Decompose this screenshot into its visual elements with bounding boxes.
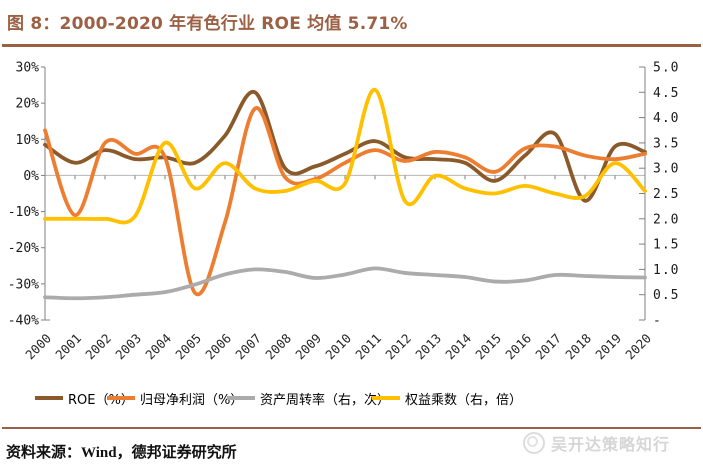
series-line-net_profit	[43, 106, 647, 297]
year-label: 2011	[352, 331, 384, 363]
right-axis-tick-label: 3.0	[653, 162, 679, 177]
year-label: 2001	[52, 331, 84, 363]
year-label: 2015	[472, 331, 504, 363]
legend-item-net-profit: 归母净利润（%）	[107, 390, 244, 408]
year-label: 2017	[532, 331, 564, 363]
right-axis-tick-label: 4.5	[653, 86, 679, 101]
right-axis-tick-label: 5.0	[653, 61, 679, 76]
chart-title: 图 8：2000-2020 年有色行业 ROE 均值 5.71%	[7, 14, 408, 34]
series-line-asset_turnover	[43, 266, 647, 301]
year-label: 2012	[382, 331, 414, 363]
right-axis-tick-label: 1.5	[653, 238, 679, 253]
year-label: 2009	[292, 331, 324, 363]
year-label: 2000	[22, 331, 54, 363]
right-axis-tick-label: 1.0	[653, 263, 679, 278]
year-label: 2002	[82, 331, 114, 363]
watermark-text: 吴开达策略知行	[551, 435, 671, 454]
right-axis-tick-label: 2.5	[653, 187, 679, 202]
right-axis-tick-label: 2.0	[653, 212, 679, 227]
right-axis-tick-label: 3.5	[653, 136, 679, 151]
left-axis-tick-label: 0%	[23, 169, 39, 184]
legend-label-net-profit: 归母净利润（%）	[140, 392, 244, 408]
series-line-equity_multiplier	[43, 87, 647, 225]
year-label: 2005	[172, 331, 204, 363]
series-line-roe	[43, 90, 647, 203]
footer-divider	[2, 427, 701, 429]
right-axis: 5.0 4.5 4.0 3.5 3.0 2.5 2.0 1.5 1.0 0.5 -	[639, 61, 679, 329]
left-axis-tick-label: -20%	[8, 241, 39, 256]
legend-swatch-asset-turnover	[227, 396, 255, 400]
year-label: 2019	[592, 331, 624, 363]
year-label: 2014	[442, 331, 474, 363]
source-note: 资料来源：Wind，德邦证券研究所	[6, 445, 237, 461]
left-axis-tick-label: 20%	[16, 97, 40, 112]
title-divider	[2, 44, 701, 47]
legend-item-asset-turnover: 资产周转率（右，次）	[227, 390, 391, 408]
year-label: 2007	[232, 331, 264, 363]
legend-swatch-roe	[35, 396, 63, 400]
left-axis-tick-label: -10%	[8, 205, 39, 220]
year-label: 2020	[622, 331, 654, 363]
legend-item-equity-multiplier: 权益乘数（右，倍）	[372, 390, 523, 408]
left-axis-tick-label: -40%	[8, 314, 39, 329]
year-label: 2003	[112, 331, 144, 363]
legend-swatch-net-profit	[107, 396, 135, 400]
left-axis-tick-label: 30%	[16, 61, 40, 76]
x-axis-labels: 2000200120022003200420052006200720082009…	[22, 331, 654, 363]
legend-swatch-equity-multiplier	[372, 396, 400, 400]
year-label: 2013	[412, 331, 444, 363]
right-axis-tick-label: -	[653, 314, 662, 329]
watermark: 吴开达策略知行	[523, 431, 670, 455]
left-axis: 30% 20% 10% 0% -10% -20% -30% -40%	[8, 61, 50, 329]
year-label: 2006	[202, 331, 234, 363]
watermark-logo-icon	[523, 432, 545, 454]
year-label: 2016	[502, 331, 534, 363]
left-axis-tick-label: -30%	[8, 277, 39, 292]
legend-label-asset-turnover: 资产周转率（右，次）	[260, 392, 391, 408]
year-label: 2004	[142, 331, 174, 363]
right-axis-tick-label: 0.5	[653, 288, 679, 303]
year-label: 2008	[262, 331, 294, 363]
right-axis-tick-label: 4.0	[653, 111, 679, 126]
year-label: 2018	[562, 331, 594, 363]
year-label: 2010	[322, 331, 354, 363]
left-axis-tick-label: 10%	[16, 133, 40, 148]
legend-label-equity-multiplier: 权益乘数（右，倍）	[405, 392, 523, 408]
x-axis	[44, 174, 646, 180]
